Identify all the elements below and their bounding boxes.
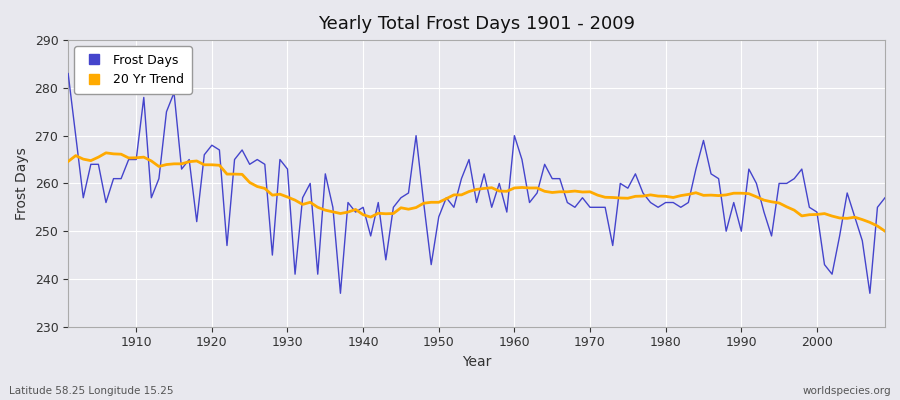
Text: worldspecies.org: worldspecies.org <box>803 386 891 396</box>
Title: Yearly Total Frost Days 1901 - 2009: Yearly Total Frost Days 1901 - 2009 <box>318 15 635 33</box>
Legend: Frost Days, 20 Yr Trend: Frost Days, 20 Yr Trend <box>75 46 192 94</box>
X-axis label: Year: Year <box>462 355 491 369</box>
Y-axis label: Frost Days: Frost Days <box>15 147 29 220</box>
Text: Latitude 58.25 Longitude 15.25: Latitude 58.25 Longitude 15.25 <box>9 386 174 396</box>
